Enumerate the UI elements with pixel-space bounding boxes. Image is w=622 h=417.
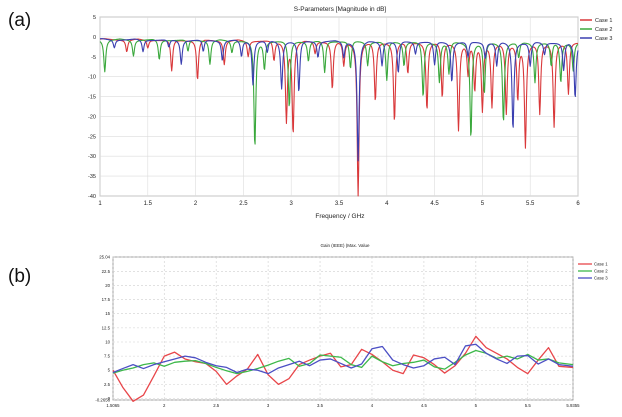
series-line-case-1 [112,335,574,402]
y-tick-label: 15 [105,311,110,316]
x-tick-label: 2 [163,403,166,408]
y-tick-label: -30 [88,154,96,160]
y-tick-label: 0 [108,396,111,401]
x-tick-label: 6 [576,201,580,207]
x-tick-label: 2.5 [213,403,220,408]
x-tick-label: 3.5 [317,403,324,408]
y-tick-label: -15 [88,95,96,101]
x-tick-label: 1.5065 [106,403,120,408]
x-tick-label: 5.5 [526,201,535,207]
s-parameters-chart: S-Parameters [Magnitude in dB] Frequency… [88,6,612,220]
y-tick-label: 25.04 [99,255,110,260]
legend-label: Case 3 [595,36,612,42]
y-tick-label: 10 [105,339,110,344]
legend-label: Case 1 [594,262,608,267]
chart-a-xlabel: Frequency / GHz [315,213,364,220]
x-tick-label: 5 [481,201,485,207]
series-line-case-3 [99,38,579,162]
y-tick-label: -10 [88,75,96,81]
x-tick-label: 5.5 [525,403,532,408]
x-tick-label: 3 [290,201,294,207]
x-tick-label: 3 [267,403,270,408]
plot-area-b [112,256,574,401]
y-tick-label: -25 [88,134,96,140]
y-tick-label: 0 [93,35,96,41]
legend-label: Case 2 [594,269,608,274]
x-tick-label: 2 [194,201,198,207]
x-tick-label: 4 [385,201,389,207]
legend-label: Case 2 [595,27,612,33]
x-tick-label: 1 [98,201,102,207]
y-tick-label: -5 [91,55,96,61]
y-tick-label: -20 [88,114,96,120]
x-tick-label: 5 [475,403,478,408]
legend-label: Case 1 [595,18,612,24]
x-tick-label: 1.5 [144,201,153,207]
y-tick-label: -40 [88,194,96,200]
panel-b-label: (b) [8,266,32,287]
x-tick-label: 3.5 [335,201,344,207]
y-tick-label: -35 [88,174,96,180]
y-tick-label: 2.5 [104,382,111,387]
y-tick-label: 5 [108,368,111,373]
chart-b-title: Gain (IEEE) (Max. Value [321,243,370,248]
y-tick-label: 12.5 [102,325,111,330]
panel-a-label: (a) [8,10,32,31]
x-tick-label: 2.5 [239,201,248,207]
y-tick-label: 7.5 [104,354,111,359]
y-tick-label: 5 [93,15,96,21]
x-tick-label: 5.9355 [566,403,580,408]
legend-label: Case 3 [594,276,608,281]
y-tick-label: 20 [105,283,110,288]
y-tick-label: 22.5 [102,269,111,274]
series-line-case-3 [112,343,574,375]
y-tick-label: -0.2656 [95,398,110,403]
chart-a-title: S-Parameters [Magnitude in dB] [294,6,387,13]
y-tick-label: 17.5 [102,297,111,302]
x-tick-label: 4.5 [421,403,428,408]
x-tick-label: 4.5 [430,201,439,207]
x-tick-label: 4 [371,403,374,408]
